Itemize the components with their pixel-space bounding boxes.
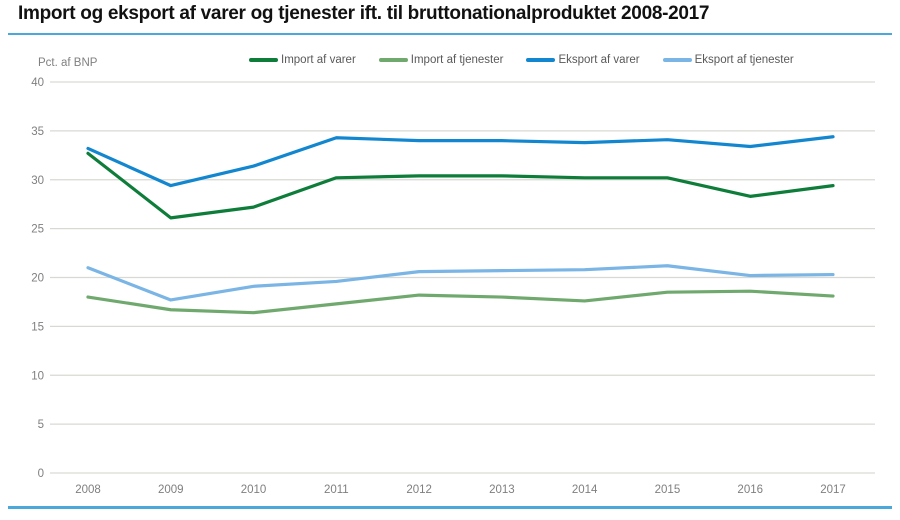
svg-text:25: 25 [31,224,44,236]
legend-item-import-varer: Import af varer [249,54,356,66]
legend-swatch-eksport-tjenester [662,58,692,62]
svg-text:20: 20 [31,273,44,285]
svg-text:5: 5 [38,419,44,431]
svg-text:2010: 2010 [241,484,267,496]
svg-text:2012: 2012 [406,484,432,496]
bottom-accent-rule [8,506,892,509]
legend-label: Import af varer [281,54,356,66]
svg-text:2015: 2015 [655,484,681,496]
title-underline-rule [8,33,892,35]
svg-text:0: 0 [38,468,44,480]
legend-swatch-import-tjenester [378,58,408,62]
svg-text:30: 30 [31,175,44,187]
svg-text:2017: 2017 [820,484,846,496]
svg-text:15: 15 [31,321,44,333]
y-axis-unit-label: Pct. af BNP [38,57,98,69]
svg-text:2009: 2009 [158,484,184,496]
legend-swatch-import-varer [249,58,278,62]
svg-text:2013: 2013 [489,484,515,496]
svg-text:2008: 2008 [75,484,101,496]
svg-text:2011: 2011 [324,484,349,496]
legend-label: Eksport af varer [558,54,640,66]
legend-label: Import af tjenester [410,54,504,66]
svg-text:35: 35 [31,126,44,138]
svg-text:2014: 2014 [572,484,598,496]
svg-text:40: 40 [31,77,44,89]
svg-text:10: 10 [31,370,44,382]
legend-label: Eksport af tjenester [694,54,794,66]
legend-item-import-tjenester: Import af tjenester [378,54,504,66]
legend-item-eksport-tjenester: Eksport af tjenester [662,54,794,66]
legend-item-eksport-varer: Eksport af varer [526,54,640,66]
chart-legend: Import af varer Import af tjenester Eksp… [249,54,794,66]
chart-title: Import og eksport af varer og tjenester … [18,3,710,24]
svg-text:2016: 2016 [737,484,763,496]
legend-swatch-eksport-varer [526,58,556,62]
